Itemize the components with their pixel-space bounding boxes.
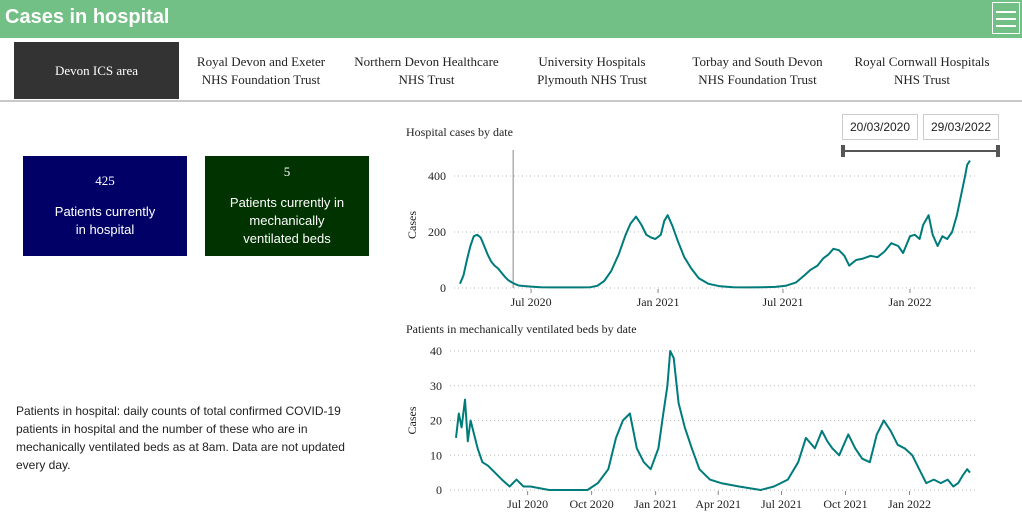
page-title: Cases in hospital [5, 6, 170, 28]
x-tick-label: Jul 2021 [762, 295, 803, 309]
x-tick-label: Jan 2022 [888, 497, 931, 511]
ventilated-beds-chart: Patients in mechanically ventilated beds… [405, 322, 978, 511]
y-tick-label: 40 [430, 344, 442, 358]
series-line [455, 350, 971, 491]
y-tick-label: 0 [436, 483, 442, 497]
x-tick-label: Apr 2021 [695, 497, 741, 511]
hospital-cases-chart: Hospital cases by date Cases 0 200 400 Jul 20… [405, 125, 978, 309]
x-tick-label: Jul 2020 [507, 497, 548, 511]
app-header: Cases in hospital [0, 0, 1022, 38]
y-tick-label: 400 [428, 169, 446, 183]
y-tick-label: 30 [430, 379, 442, 393]
x-tick-label: Oct 2021 [823, 497, 867, 511]
x-tick-label: Jul 2021 [761, 497, 802, 511]
tab-devon-ics-area[interactable]: Devon ICS area [14, 42, 179, 99]
trust-tabs: Devon ICS area Royal Devon and Exeter NH… [0, 38, 1022, 102]
y-tick-label: 200 [428, 225, 446, 239]
hospital-patients-value: 425 [95, 173, 115, 188]
y-tick-label: 20 [430, 414, 442, 428]
slider-handle-end[interactable] [996, 145, 1000, 157]
x-tick-label: Jan 2022 [888, 295, 931, 309]
y-tick-label: 0 [440, 281, 446, 295]
y-axis-label: Cases [405, 211, 419, 239]
slider-handle-start[interactable] [841, 145, 845, 157]
series-line [459, 160, 971, 289]
date-range-slider[interactable] [836, 142, 1006, 160]
date-range-start[interactable]: 20/03/2020 [842, 114, 918, 140]
ventilated-patients-label: Patients currently in mechanically venti… [229, 195, 345, 246]
y-axis-label: Cases [405, 406, 419, 434]
tab-torbay-south-devon[interactable]: Torbay and South Devon NHS Foundation Tr… [692, 53, 823, 87]
x-tick-label: Jan 2021 [634, 497, 677, 511]
chart-title: Patients in mechanically ventilated beds… [406, 322, 637, 336]
date-range-end[interactable]: 29/03/2022 [923, 114, 999, 140]
tab-royal-cornwall[interactable]: Royal Cornwall Hospitals NHS Trust [854, 53, 990, 87]
chart-title: Hospital cases by date [406, 125, 513, 139]
y-tick-label: 10 [430, 448, 442, 462]
x-tick-label: Oct 2020 [569, 497, 613, 511]
tab-royal-devon-exeter[interactable]: Royal Devon and Exeter NHS Foundation Tr… [196, 53, 326, 87]
x-tick-label: Jul 2020 [511, 295, 552, 309]
ventilated-patients-value: 5 [283, 164, 291, 179]
hamburger-menu-icon[interactable] [992, 2, 1020, 34]
ventilated-patients-card: 5 Patients currently in mechanically ven… [205, 156, 369, 256]
tab-northern-devon[interactable]: Northern Devon Healthcare NHS Trust [354, 53, 499, 87]
x-tick-label: Jan 2021 [637, 295, 680, 309]
description-text: Patients in hospital: daily counts of to… [16, 404, 345, 472]
hospital-patients-label: Patients currently in hospital [54, 204, 156, 237]
hospital-patients-card: 425 Patients currently in hospital [23, 156, 187, 256]
tab-university-hospitals-plymouth[interactable]: University Hospitals Plymouth NHS Trust [537, 53, 647, 87]
